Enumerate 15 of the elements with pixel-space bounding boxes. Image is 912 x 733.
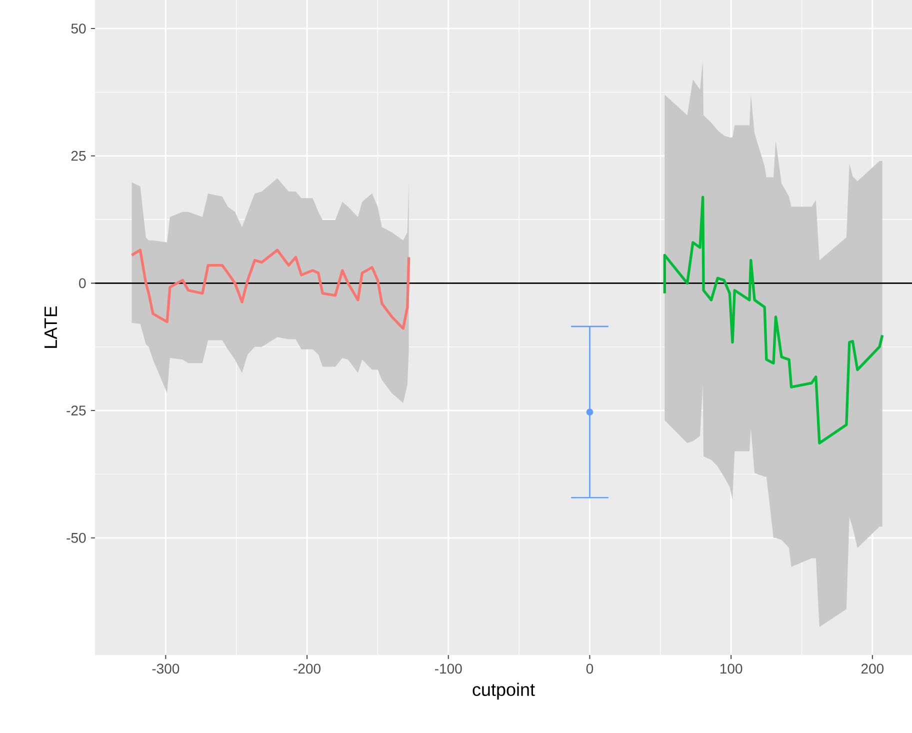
- x-tick-label: 200: [861, 664, 884, 674]
- x-tick-label: -100: [435, 664, 462, 674]
- y-axis-title: LATE: [44, 306, 57, 348]
- x-tick-label: -300: [152, 664, 180, 674]
- line-series: [130, 248, 410, 330]
- line-series: [663, 196, 884, 444]
- y-tick-label: 0: [79, 278, 86, 288]
- x-tick-label: 100: [720, 664, 742, 674]
- y-tick-label: -50: [66, 532, 86, 543]
- y-tick-label: 25: [71, 150, 86, 161]
- x-tick-label: 0: [586, 664, 594, 674]
- y-tick-label: 50: [71, 24, 86, 34]
- y-tick-label: -25: [66, 406, 86, 416]
- x-tick-label: -200: [294, 664, 320, 674]
- x-axis-title: cutpoint: [472, 682, 535, 700]
